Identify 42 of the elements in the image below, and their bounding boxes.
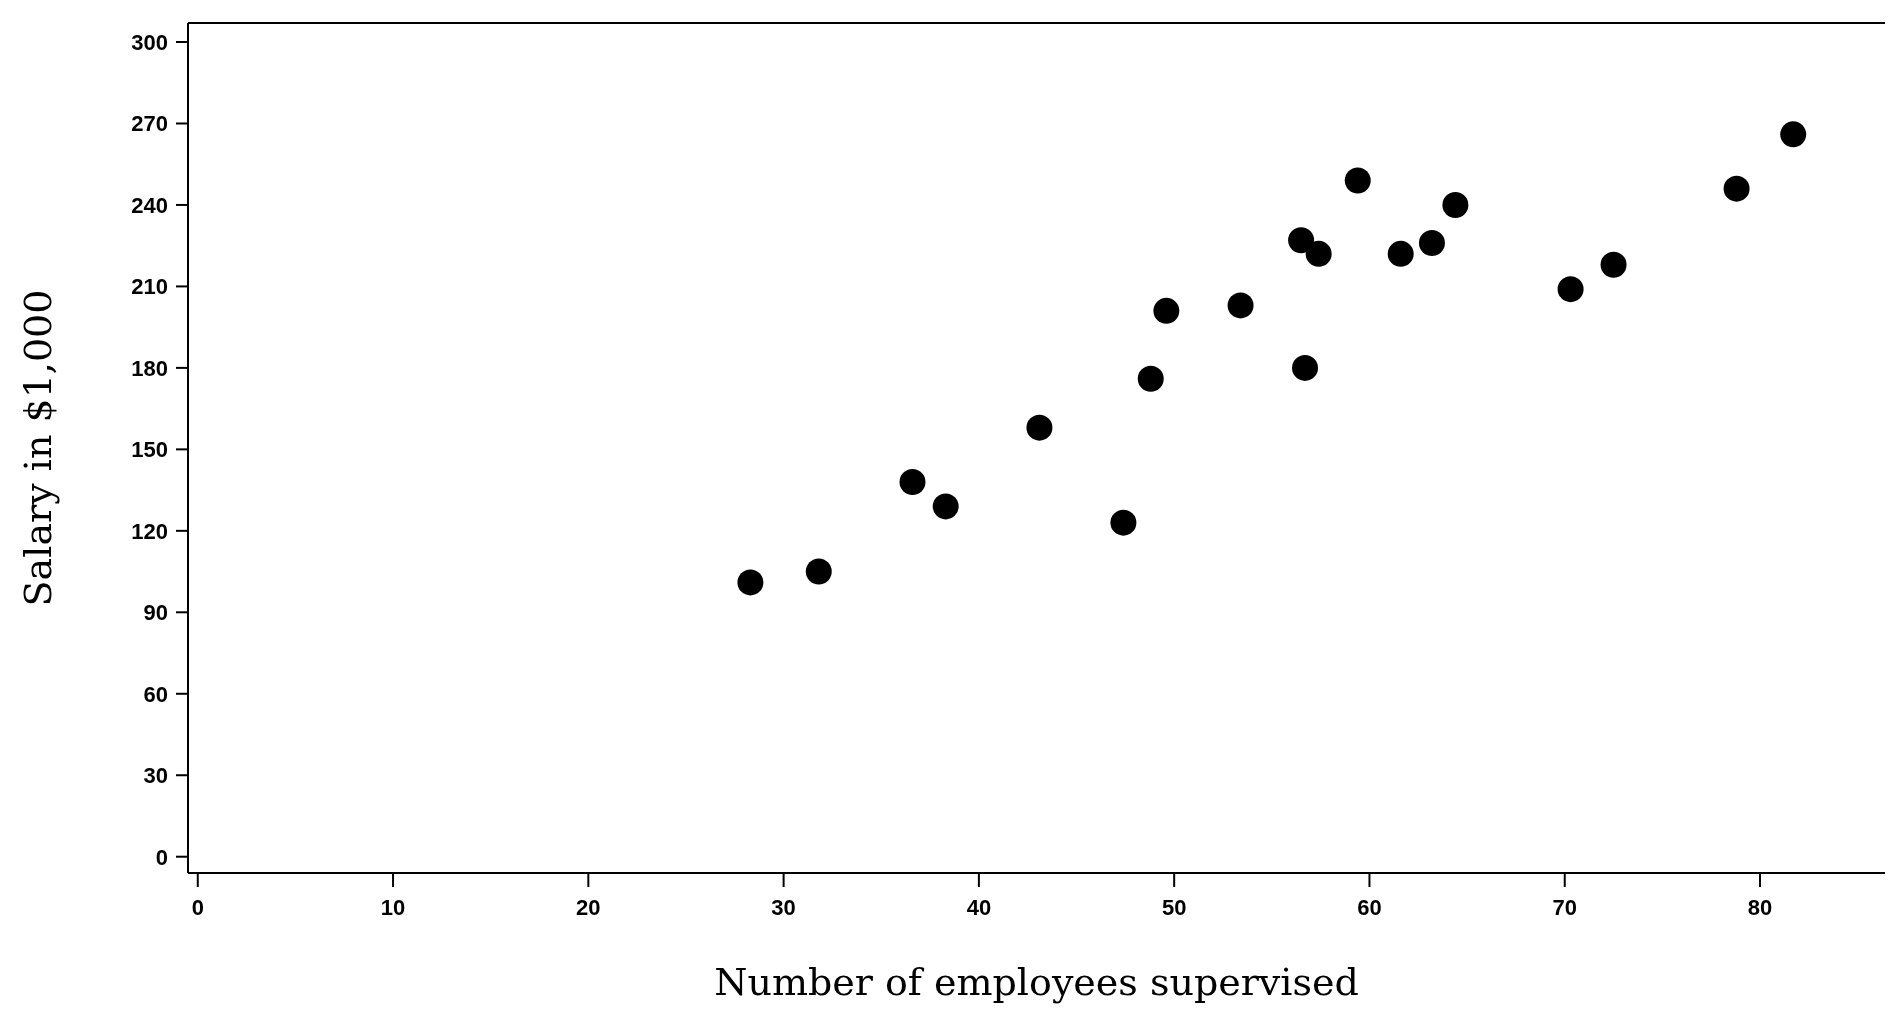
point (1780, 121, 1807, 148)
y-tick-label: 30 (143, 763, 168, 789)
point (899, 468, 926, 495)
point (1387, 240, 1414, 267)
point (1026, 414, 1053, 441)
point (1344, 167, 1371, 194)
x-tick-label: 30 (771, 894, 796, 920)
point (1292, 354, 1319, 381)
x-tick-label: 60 (1357, 894, 1382, 920)
point (1442, 191, 1469, 218)
y-tick-label: 120 (131, 518, 168, 544)
point (1153, 297, 1180, 324)
point (1137, 365, 1164, 392)
x-tick-label: 20 (576, 894, 601, 920)
point (1418, 229, 1445, 256)
y-tick-label: 210 (131, 274, 168, 300)
x-tick-label: 80 (1747, 894, 1773, 920)
point (1600, 251, 1627, 278)
y-tick-label: 90 (143, 600, 168, 626)
x-tick-label: 10 (380, 894, 406, 920)
point (1305, 240, 1332, 267)
point (1288, 227, 1315, 254)
point (1227, 292, 1254, 319)
x-tick-label: 50 (1161, 894, 1187, 920)
point (932, 493, 959, 520)
x-axis-title: Number of employees supervised (714, 960, 1359, 1004)
point (1110, 509, 1137, 536)
y-tick-label: 150 (131, 437, 168, 463)
y-tick-label: 300 (131, 29, 168, 55)
y-tick-label: 240 (131, 192, 168, 218)
y-tick-label: 0 (155, 844, 168, 870)
point (1723, 175, 1750, 202)
x-tick-label: 70 (1552, 894, 1577, 920)
y-tick-label: 60 (143, 681, 168, 707)
x-tick-label: 40 (966, 894, 992, 920)
x-tick-label: 0 (191, 894, 204, 920)
point (805, 558, 832, 585)
y-tick-label: 270 (131, 111, 168, 137)
y-tick-label: 180 (131, 355, 168, 381)
point (1557, 276, 1584, 303)
point (737, 569, 764, 596)
y-axis-title: Salary in $1,000 (16, 289, 61, 607)
